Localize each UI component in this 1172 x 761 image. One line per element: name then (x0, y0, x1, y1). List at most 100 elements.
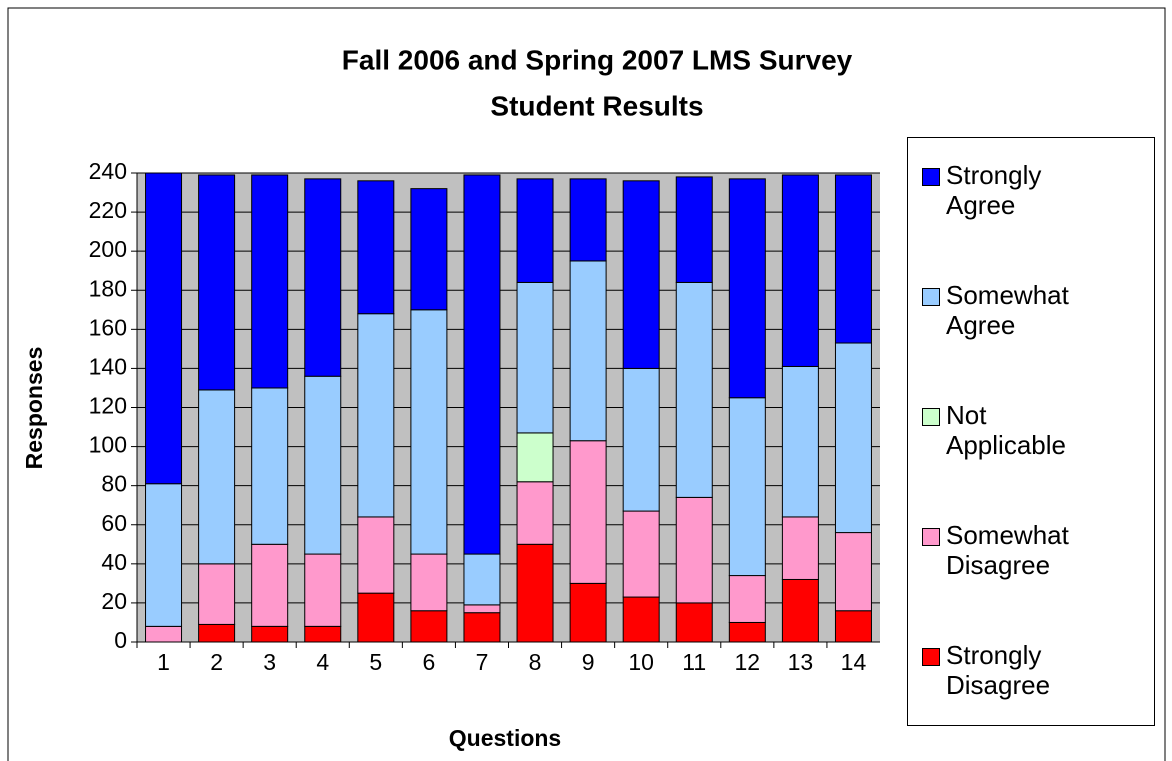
bar-segment (410, 610, 448, 643)
legend-swatch (922, 528, 940, 546)
bar-segment (622, 510, 660, 598)
y-tick-label: 80 (101, 471, 127, 497)
y-tick-label: 120 (89, 393, 127, 419)
bar-segment (304, 625, 342, 643)
x-tick-label: 13 (788, 649, 814, 675)
bar-segment (781, 516, 819, 580)
bar-segment (251, 174, 289, 389)
bar-segment (357, 592, 395, 643)
x-tick-label: 7 (476, 649, 489, 675)
bar-segment (304, 178, 342, 377)
y-tick-label: 20 (101, 588, 127, 614)
bar-segment (834, 532, 872, 612)
x-tick-label: 11 (682, 649, 706, 675)
bar-segment (516, 178, 554, 283)
bar-segment (251, 387, 289, 545)
chart-title: Fall 2006 and Spring 2007 LMS Survey (342, 44, 853, 75)
bar-segment (781, 578, 819, 643)
legend-label: Strongly Disagree (946, 640, 1051, 700)
bar-segment (463, 553, 501, 606)
bar-segment (781, 365, 819, 518)
y-tick-label: 160 (89, 314, 127, 340)
legend-label: Strongly Agree (946, 160, 1042, 220)
bar-segment (569, 440, 607, 584)
bar-segment (622, 596, 660, 643)
bar-segment (410, 188, 448, 311)
x-tick-label: 10 (628, 649, 654, 675)
bar-segment (622, 180, 660, 369)
bar-segment (516, 543, 554, 643)
y-tick-label: 240 (89, 158, 127, 184)
bar-segment (728, 397, 766, 577)
bar-segment (357, 180, 395, 315)
bar-segment (675, 281, 713, 498)
y-tick-label: 140 (89, 353, 127, 379)
bar-segment (145, 172, 183, 485)
bar-segment (198, 389, 236, 565)
x-tick-label: 2 (210, 649, 223, 675)
bar-segment (728, 575, 766, 623)
x-tick-label: 9 (582, 649, 595, 675)
x-tick-label: 6 (422, 649, 435, 675)
y-tick-label: 100 (89, 432, 127, 458)
x-tick-label: 1 (157, 649, 170, 675)
bar-segment (675, 602, 713, 643)
x-tick-label: 8 (529, 649, 542, 675)
bar-segment (251, 625, 289, 643)
chart-title: Student Results (490, 90, 703, 121)
bar-segment (463, 174, 501, 555)
bar-segment (410, 309, 448, 555)
x-axis-label: Questions (449, 725, 561, 751)
legend-label: Not Applicable (946, 400, 1066, 460)
legend-label: Somewhat Disagree (946, 520, 1069, 580)
bar-segment (728, 621, 766, 643)
bar-segment (834, 174, 872, 344)
bar-segment (198, 174, 236, 391)
legend-swatch (922, 168, 940, 186)
bar-segment (463, 612, 501, 643)
y-tick-label: 40 (101, 549, 127, 575)
legend-swatch (922, 288, 940, 306)
bar-segment (145, 625, 183, 643)
bar-segment (834, 610, 872, 643)
bar-segment (410, 553, 448, 612)
y-tick-label: 60 (101, 510, 127, 536)
bar-segment (569, 178, 607, 262)
legend-label: Somewhat Agree (946, 280, 1069, 340)
bar-segment (569, 260, 607, 442)
x-tick-label: 4 (316, 649, 329, 675)
bar-segment (198, 623, 236, 643)
bar-segment (834, 342, 872, 534)
bar-segment (251, 543, 289, 627)
bar-segment (675, 176, 713, 283)
y-axis-label: Responses (21, 347, 47, 470)
legend: Strongly Disagree Somewhat Disagree Not Ap… (907, 137, 1155, 726)
y-tick-label: 200 (89, 236, 127, 262)
chart-border (7, 7, 1166, 761)
bar-segment (622, 367, 660, 512)
bar-segment (357, 516, 395, 594)
y-tick-label: 0 (114, 627, 127, 653)
x-tick-label: 5 (369, 649, 382, 675)
y-tick-label: 220 (89, 197, 127, 223)
x-tick-label: 12 (735, 649, 761, 675)
bar-segment (569, 582, 607, 643)
bar-segment (304, 375, 342, 555)
bar-segment (145, 483, 183, 627)
bar-segment (728, 178, 766, 399)
bar-segment (516, 432, 554, 483)
bar-segment (198, 563, 236, 625)
x-tick-label: 3 (263, 649, 276, 675)
bar-segment (463, 604, 501, 614)
bar-segment (357, 313, 395, 518)
bar-segment (781, 174, 819, 367)
bar-segment (516, 481, 554, 545)
bar-segment (304, 553, 342, 627)
bar-segment (516, 281, 554, 434)
legend-swatch (922, 648, 940, 666)
x-tick-label: 14 (841, 649, 867, 675)
bar-segment (675, 496, 713, 604)
y-tick-label: 180 (89, 275, 127, 301)
